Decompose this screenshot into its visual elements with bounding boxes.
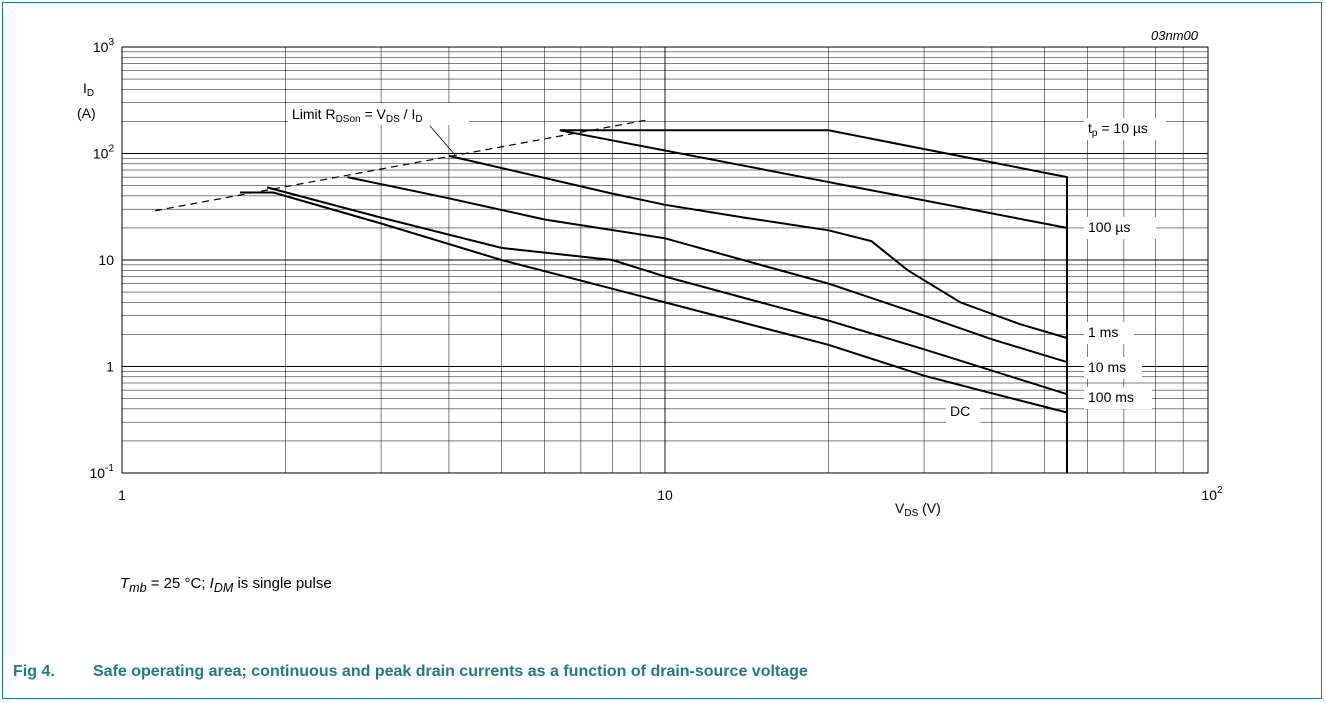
y-axis-unit: (A) bbox=[77, 105, 96, 121]
i-tail: is single pulse bbox=[233, 575, 332, 592]
rdson-label: Limit RDSon = VDS / ID bbox=[292, 106, 423, 125]
series-label-bg bbox=[1084, 387, 1152, 409]
rdson-leader bbox=[429, 125, 456, 156]
i-symbol: I bbox=[209, 575, 214, 592]
x-axis-label: VDS (V) bbox=[895, 500, 941, 519]
i-subscript: DM bbox=[213, 581, 234, 595]
y-axis-label: ID bbox=[83, 80, 94, 99]
series-curve bbox=[240, 191, 1068, 414]
series-label: 1 ms bbox=[1088, 324, 1118, 340]
series-label-bg bbox=[1084, 118, 1166, 140]
series-label-bg bbox=[1084, 322, 1134, 344]
series-label-bg bbox=[946, 401, 980, 423]
caption-number: Fig 4. bbox=[13, 663, 55, 680]
y-tick-label: 10 bbox=[98, 252, 114, 268]
rdson-label-bg bbox=[288, 103, 469, 125]
x-tick-label: 102 bbox=[1201, 485, 1223, 503]
figure-id: 03nm00 bbox=[1151, 28, 1198, 43]
caption-text: Safe operating area; continuous and peak… bbox=[93, 663, 808, 680]
y-tick-label: 1 bbox=[106, 359, 114, 375]
series-label: 100 µs bbox=[1088, 219, 1130, 235]
series-label: 100 ms bbox=[1088, 389, 1134, 405]
y-tick-label: 10-1 bbox=[90, 463, 115, 481]
series-label-bg bbox=[1084, 357, 1142, 379]
series-curve bbox=[266, 186, 1068, 396]
series-label: DC bbox=[950, 403, 970, 419]
plot-border bbox=[121, 46, 1209, 474]
series-label: 10 ms bbox=[1088, 359, 1126, 375]
test-conditions: Tmb = 25 °C; IDM is single pulse bbox=[120, 575, 332, 595]
x-tick-label: 10 bbox=[657, 487, 673, 503]
y-tick-label: 102 bbox=[93, 144, 115, 162]
series-curve bbox=[448, 154, 1068, 339]
series-curve bbox=[559, 129, 1068, 229]
series-label: tp = 10 µs bbox=[1088, 120, 1148, 139]
figure-caption: Fig 4. Safe operating area; continuous an… bbox=[13, 663, 808, 681]
x-tick-label: 1 bbox=[118, 487, 126, 503]
t-subscript: mb bbox=[129, 581, 147, 595]
t-symbol: T bbox=[120, 575, 130, 592]
series-label-bg bbox=[1084, 217, 1156, 239]
series-curve bbox=[559, 129, 1068, 473]
t-value: = 25 °C; bbox=[146, 575, 210, 592]
y-tick-label: 103 bbox=[93, 37, 115, 55]
series-curve bbox=[347, 176, 1068, 364]
